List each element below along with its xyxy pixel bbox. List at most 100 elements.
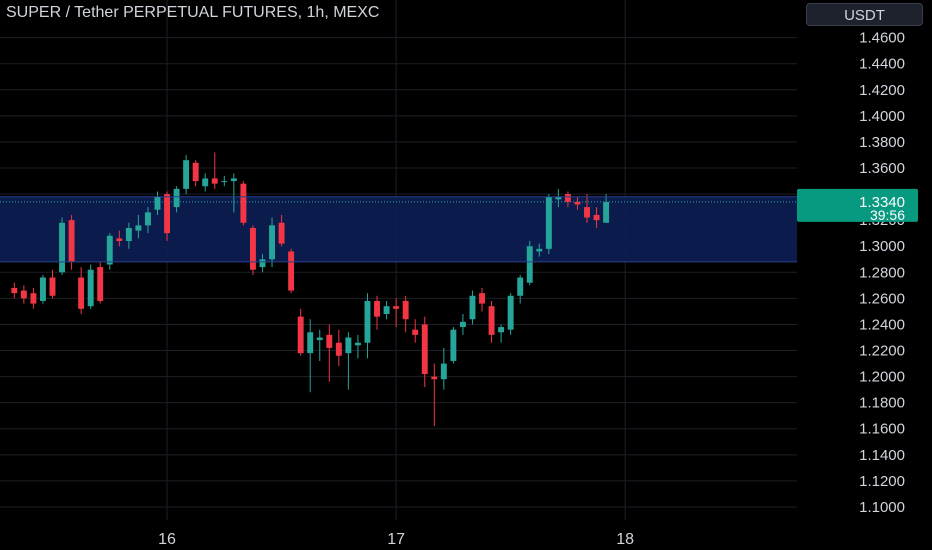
candle — [536, 243, 543, 257]
candle — [97, 261, 104, 304]
candle — [326, 324, 333, 382]
candle — [87, 264, 94, 309]
price-tick-label: 1.1600 — [859, 421, 905, 438]
price-tick-label: 1.2800 — [859, 264, 905, 281]
price-tick-label: 1.2600 — [859, 290, 905, 307]
candle-body — [297, 316, 304, 354]
candle — [545, 194, 552, 255]
price-tick-label: 1.1200 — [859, 473, 905, 490]
candle — [30, 287, 37, 309]
price-tick-label: 1.2200 — [859, 343, 905, 360]
candle — [221, 175, 228, 187]
candle — [555, 188, 562, 208]
candle-body — [78, 277, 85, 309]
candle-body — [288, 251, 295, 291]
candle — [125, 222, 132, 249]
candle — [431, 363, 438, 427]
candle-body — [183, 160, 190, 189]
price-tick-label: 1.4400 — [859, 56, 905, 73]
candle-body — [106, 235, 113, 265]
candle — [259, 254, 266, 273]
candle — [297, 308, 304, 356]
candle — [593, 207, 600, 228]
candle — [183, 154, 190, 195]
candle-body — [354, 342, 361, 346]
candle-body — [240, 183, 247, 223]
candle-body — [526, 246, 533, 283]
candle — [173, 186, 180, 213]
candle — [116, 230, 123, 247]
candle — [498, 324, 505, 343]
support-resistance-zone — [0, 196, 797, 262]
candle — [307, 319, 314, 393]
last-price-label: 1.3340 39:56 — [797, 188, 918, 223]
candle — [278, 214, 285, 247]
candle — [192, 160, 199, 187]
price-tick-label: 1.3600 — [859, 160, 905, 177]
candle — [211, 152, 218, 189]
price-tick-label: 1.1400 — [859, 447, 905, 464]
candle-body — [536, 248, 543, 252]
candle-body — [345, 337, 352, 354]
candle — [526, 241, 533, 286]
candle-body — [335, 342, 342, 356]
candle — [269, 217, 275, 268]
candle-body — [173, 188, 180, 208]
candle-body — [20, 290, 27, 299]
candle-body — [584, 207, 590, 218]
candle — [240, 181, 247, 226]
candle-body — [412, 329, 419, 335]
candle-body — [469, 295, 476, 320]
candle-body — [316, 337, 323, 341]
candle-body — [364, 300, 371, 343]
price-tick-label: 1.1800 — [859, 395, 905, 412]
price-tick-label: 1.2400 — [859, 316, 905, 333]
candle — [383, 300, 390, 320]
candle-body — [440, 363, 447, 380]
time-tick-label: 17 — [387, 531, 405, 548]
price-tick-label: 1.4000 — [859, 108, 905, 125]
candle — [39, 274, 46, 304]
candle — [393, 298, 400, 328]
candle-body — [393, 306, 400, 309]
candle-body — [545, 196, 552, 249]
candle-body — [144, 212, 151, 226]
candle — [354, 334, 361, 359]
candle — [78, 267, 85, 315]
candle — [202, 173, 209, 192]
candle-body — [249, 227, 256, 270]
candle-body — [431, 376, 438, 380]
candle-body — [87, 269, 94, 307]
time-axis[interactable]: 16 17 18 — [158, 531, 634, 548]
price-tick-label: 1.1000 — [859, 499, 905, 516]
candle — [106, 233, 113, 270]
candle — [374, 295, 380, 330]
candle-body — [517, 277, 524, 296]
candle — [49, 269, 56, 299]
candle — [488, 300, 495, 343]
candle — [479, 287, 485, 312]
candle-body — [488, 306, 495, 335]
last-price-label-bg — [797, 188, 918, 222]
candle-body — [383, 306, 390, 315]
candle — [603, 194, 610, 223]
candle-body — [59, 222, 66, 273]
candle-body — [307, 332, 314, 354]
candle-body — [574, 201, 581, 205]
candle-body — [211, 178, 218, 184]
candle — [412, 319, 419, 343]
candles — [11, 152, 610, 427]
candle — [316, 329, 323, 361]
candle-body — [326, 334, 333, 348]
price-tick-label: 1.3000 — [859, 238, 905, 255]
candle — [469, 290, 476, 325]
candle-body — [555, 196, 562, 200]
candle — [564, 191, 571, 208]
candle-body — [498, 327, 505, 333]
candle-body — [593, 214, 600, 221]
candle — [574, 196, 581, 210]
price-axis[interactable]: 1.46001.44001.42001.40001.38001.36001.34… — [859, 30, 905, 516]
candle-body — [479, 293, 485, 304]
currency-button[interactable]: USDT — [806, 3, 923, 26]
